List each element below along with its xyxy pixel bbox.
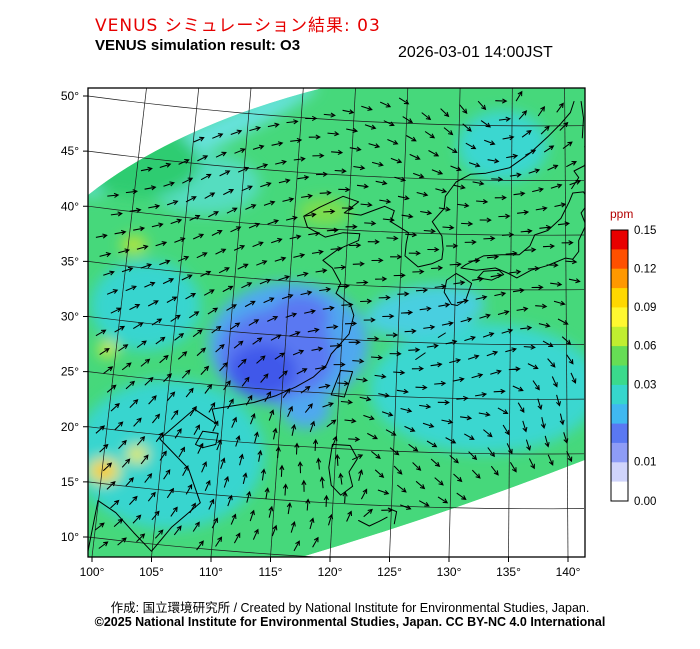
map-layers (88, 88, 585, 557)
x-tick-label: 125° (377, 565, 402, 579)
coastline-honshu (460, 191, 585, 279)
copyright-line: ©2025 National Institute for Environment… (94, 615, 606, 629)
colorbar-tick-label: 0.15 (634, 225, 656, 237)
wind-arrows (94, 90, 582, 552)
colorbar-units-label: ppm (610, 207, 633, 221)
colorbar-tick-label: 0.03 (634, 380, 656, 392)
coastline-okinawa (415, 352, 426, 360)
x-tick-label: 130° (437, 565, 462, 579)
colorbar-tick-label: 0.01 (634, 457, 656, 469)
colorbar-tick-label: 0.00 (634, 496, 656, 508)
x-tick-label: 140° (556, 565, 581, 579)
x-tick-label: 100° (80, 565, 105, 579)
plot-frame (87, 87, 586, 558)
y-tick-label: 50° (61, 89, 79, 103)
colorbar-tick-label: 0.06 (634, 341, 656, 353)
page-title-japanese: VENUS シミュレーション結果: 03 (95, 16, 381, 36)
coastline-sakhalin-west (580, 101, 584, 139)
datetime-label: 2026-03-01 14:00JST (398, 44, 553, 61)
colorbar-tick-label: 0.12 (634, 264, 656, 276)
y-tick-label: 20° (61, 420, 79, 434)
y-tick-label: 30° (61, 310, 79, 324)
page-title-english: VENUS simulation result: O3 (95, 37, 301, 54)
x-tick-label: 115° (259, 565, 283, 579)
coastline-china-seasia-coast (88, 195, 386, 554)
y-tick-label: 35° (61, 254, 79, 268)
coastline-hokkaido-west (571, 146, 585, 190)
coastline-visayas (358, 516, 388, 527)
coastline-korea-primorye-coast (384, 101, 575, 268)
coastline-luzon (328, 443, 358, 496)
x-axis: 100° 105° 110° 115° 120° 125° 130° 135° 140° (80, 557, 581, 579)
coastline-kyushu (443, 273, 473, 306)
coastline-amami (437, 332, 446, 338)
x-tick-label: 120° (318, 565, 343, 579)
x-tick-label: 105° (139, 565, 164, 579)
y-tick-label: 10° (61, 530, 79, 544)
y-axis: 50° 45° 40° 35° 30° 25° 20° 15° 10° (61, 89, 88, 544)
y-tick-label: 25° (61, 365, 79, 379)
coastline-taiwan (330, 370, 354, 398)
credit-line: 作成: 国立環境研究所 / Created by National Instit… (110, 601, 590, 615)
y-tick-label: 45° (61, 144, 79, 158)
y-tick-label: 15° (61, 475, 79, 489)
coastline-shikoku (477, 269, 505, 281)
colorbar-border (610, 229, 629, 502)
colorbar-tick-label: 0.09 (634, 302, 656, 314)
y-tick-label: 40° (61, 199, 79, 213)
x-tick-label: 135° (496, 565, 521, 579)
x-tick-label: 110° (199, 565, 223, 579)
concentration-field (88, 88, 585, 557)
